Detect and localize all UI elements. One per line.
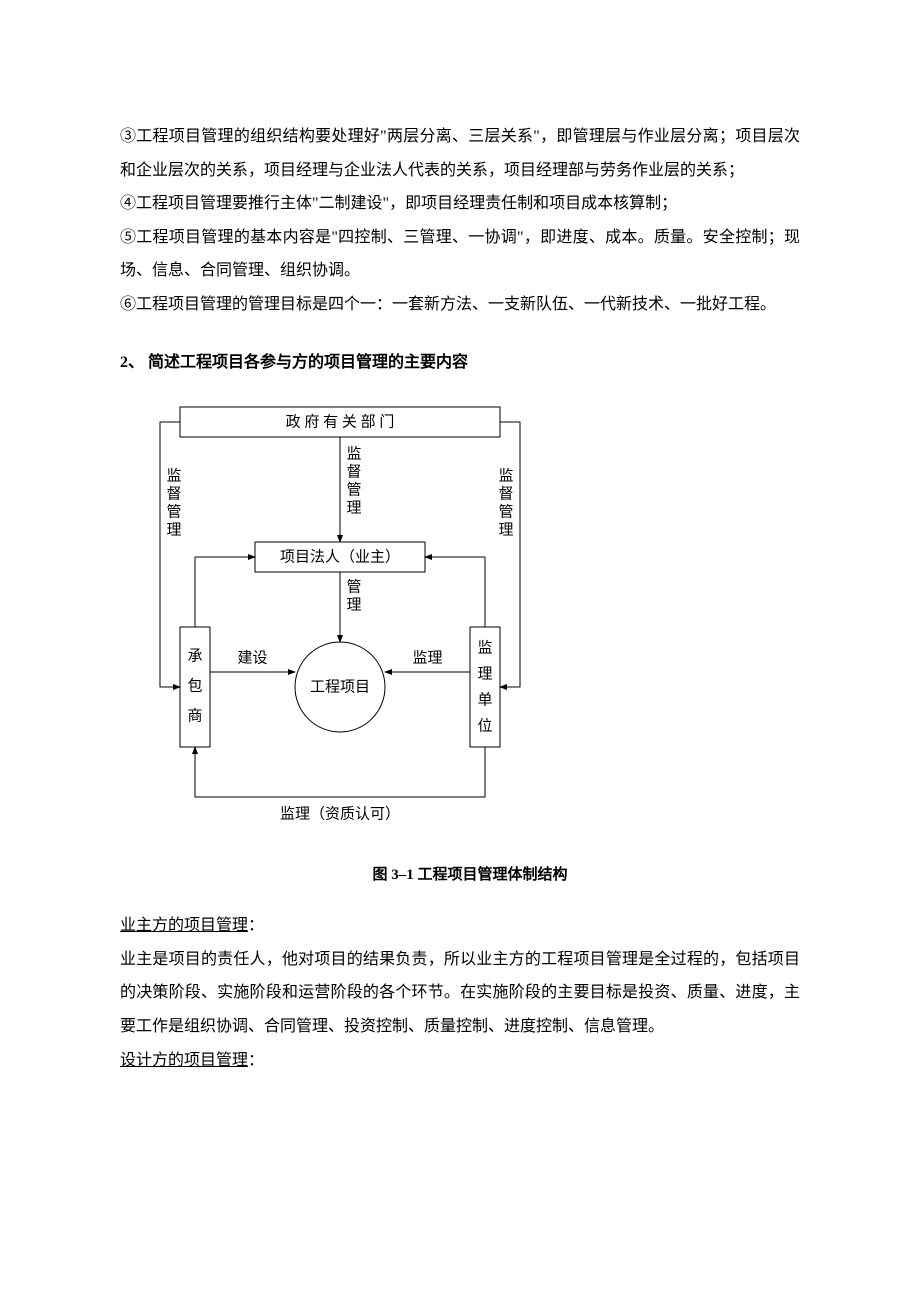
owner-mgmt-heading: 业主方的项目管理： xyxy=(120,909,800,943)
design-mgmt-heading: 设计方的项目管理： xyxy=(120,1044,800,1078)
svg-text:商: 商 xyxy=(187,708,202,725)
svg-text:政 府 有 关 部 门: 政 府 有 关 部 门 xyxy=(286,414,395,431)
svg-text:监: 监 xyxy=(498,468,513,485)
svg-text:督: 督 xyxy=(166,486,181,503)
svg-text:承: 承 xyxy=(187,648,202,665)
svg-text:工程项目: 工程项目 xyxy=(310,679,370,696)
svg-text:单: 单 xyxy=(477,692,492,709)
design-mgmt-title: 设计方的项目管理 xyxy=(120,1052,248,1069)
svg-text:建设: 建设 xyxy=(237,650,267,667)
svg-text:督: 督 xyxy=(346,464,361,481)
svg-text:监: 监 xyxy=(346,446,361,463)
svg-text:监: 监 xyxy=(477,640,492,657)
document-page: ③工程项目管理的组织结构要处理好"两层分离、三层关系"，即管理层与作业层分离；项… xyxy=(0,0,920,1137)
svg-text:理: 理 xyxy=(346,501,361,517)
svg-text:管: 管 xyxy=(166,504,181,521)
svg-text:管: 管 xyxy=(346,482,361,499)
management-structure-diagram: 政 府 有 关 部 门项目法人（业主）承包商监理单位工程项目监督管理监督管理监督… xyxy=(140,397,540,837)
svg-text:管: 管 xyxy=(498,504,513,521)
svg-text:理: 理 xyxy=(166,523,181,539)
svg-text:督: 督 xyxy=(498,486,513,503)
svg-text:项目法人（业主）: 项目法人（业主） xyxy=(280,549,400,566)
svg-text:理: 理 xyxy=(346,598,361,614)
svg-text:理: 理 xyxy=(498,523,513,539)
svg-text:位: 位 xyxy=(477,718,492,735)
paragraph-5: ⑤工程项目管理的基本内容是"四控制、三管理、一协调"，即进度、成本。质量。安全控… xyxy=(120,221,800,288)
svg-text:监: 监 xyxy=(166,468,181,485)
svg-text:监理: 监理 xyxy=(412,650,442,667)
svg-text:监理（资质认可）: 监理（资质认可） xyxy=(280,806,400,823)
figure-caption: 图 3–1 工程项目管理体制结构 xyxy=(140,860,800,892)
owner-mgmt-text: 业主是项目的责任人，他对项目的结果负责，所以业主方的工程项目管理是全过程的，包括… xyxy=(120,943,800,1044)
paragraph-3: ③工程项目管理的组织结构要处理好"两层分离、三层关系"，即管理层与作业层分离；项… xyxy=(120,120,800,187)
paragraph-4: ④工程项目管理要推行主体"二制建设"，即项目经理责任制和项目成本核算制； xyxy=(120,187,800,221)
diagram-container: 政 府 有 关 部 门项目法人（业主）承包商监理单位工程项目监督管理监督管理监督… xyxy=(140,397,800,891)
paragraph-6: ⑥工程项目管理的管理目标是四个一：一套新方法、一支新队伍、一代新技术、一批好工程… xyxy=(120,288,800,322)
owner-mgmt-title: 业主方的项目管理 xyxy=(120,917,248,934)
svg-text:理: 理 xyxy=(477,667,492,683)
svg-text:包: 包 xyxy=(187,678,202,695)
section-2-title: 2、 简述工程项目各参与方的项目管理的主要内容 xyxy=(120,346,800,380)
svg-text:管: 管 xyxy=(346,579,361,596)
